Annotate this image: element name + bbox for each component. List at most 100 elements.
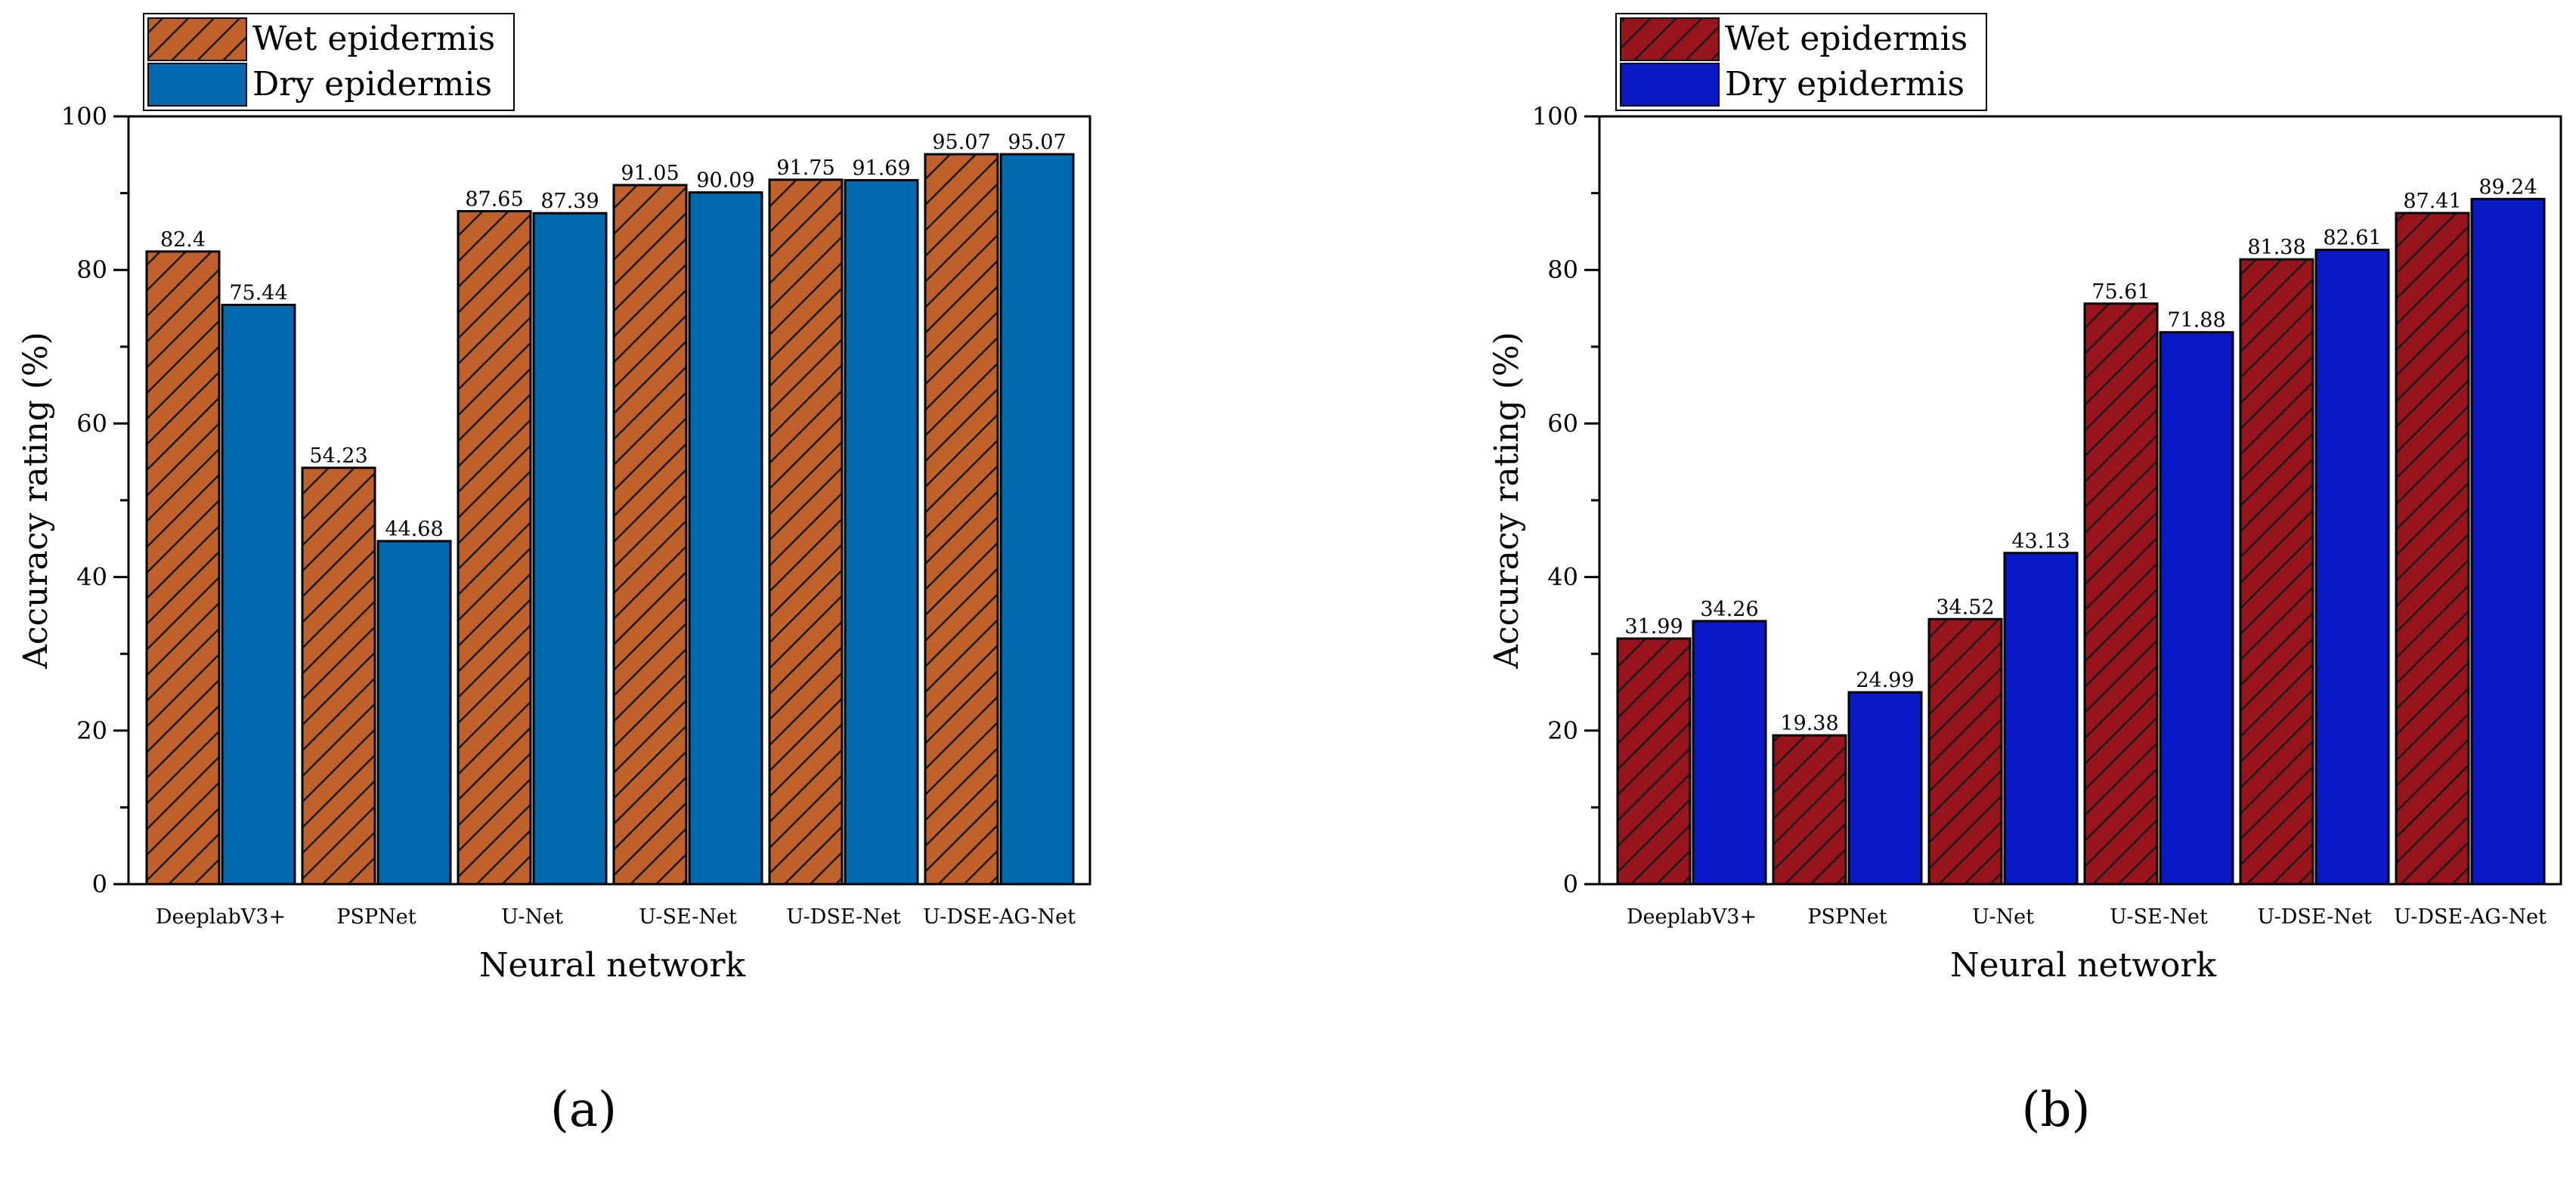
panel-a-category-label: U-DSE-Net <box>786 905 900 929</box>
panel-b-legend: Wet epidermis Dry epidermis <box>1615 13 1987 111</box>
panel-b-y-tick-label: 20 <box>1547 716 1578 745</box>
panel-a-y-axis-title: Accuracy rating (%) <box>17 332 55 670</box>
panel-b-category-label: U-DSE-AG-Net <box>2394 905 2547 929</box>
panel-b-value-label: 34.26 <box>1700 598 1758 621</box>
panel-b-y-tick-label: 60 <box>1547 409 1578 438</box>
panel-b-value-labels: 31.99 34.26 19.38 24.99 34.52 43.13 75.61 71.88… <box>1624 175 2537 735</box>
panel-b-bar-wet-3 <box>2083 302 2159 886</box>
panel-a-value-label: 91.75 <box>776 156 834 180</box>
panel-a-bar-dry-1 <box>376 540 452 886</box>
panel-b-value-label: 81.38 <box>2247 236 2305 259</box>
panel-a-value-label: 87.39 <box>540 190 599 213</box>
panel-a-y-tick-label: 0 <box>92 870 107 899</box>
panel-a-category-label: U-SE-Net <box>639 905 737 929</box>
panel-a-bar-wet-1 <box>301 466 376 886</box>
panel-b-label: (b) <box>2022 1082 2091 1138</box>
panel-b-bar-dry-2 <box>2003 552 2079 886</box>
panel-a-bar-wet-0 <box>145 250 221 886</box>
panel-b-value-label: 89.24 <box>2478 175 2537 199</box>
panel-a-category-label: DeeplabV3+ <box>156 905 286 929</box>
panel-a-bar-dry-3 <box>688 191 763 886</box>
panel-b-bar-wet-2 <box>1927 617 2003 886</box>
panel-b-category-label: PSPNet <box>1807 905 1887 929</box>
panel-b-value-label: 34.52 <box>1936 595 1994 619</box>
panel-a-value-label: 91.05 <box>621 162 679 185</box>
panel-a-bar-dry-4 <box>844 178 919 886</box>
panel-b-category-label: U-Net <box>1972 905 2034 929</box>
panel-a-legend-swatch-wet <box>147 17 247 61</box>
panel-a-bar-wet-2 <box>457 209 532 886</box>
panel-a-bar-wet-5 <box>924 153 999 886</box>
panel-a-value-label: 91.69 <box>852 156 910 180</box>
panel-a-value-label: 82.4 <box>160 228 206 252</box>
panel-a-bars <box>145 153 1075 886</box>
panel-b-bar-dry-3 <box>2159 331 2234 886</box>
panel-a-value-label: 54.23 <box>309 444 367 468</box>
panel-b-y-axis: 0 20 40 60 80 100 <box>1532 102 1599 899</box>
panel-a-value-labels: 82.4 75.44 54.23 44.68 87.65 87.39 91.05 90.09 9… <box>160 131 1067 541</box>
panel-b-bar-wet-4 <box>2239 258 2314 886</box>
panel-b-plot-frame <box>1598 115 2562 886</box>
panel-a-category-labels: DeeplabV3+ PSPNet U-Net U-SE-Net U-DSE-Net U-… <box>156 905 1076 929</box>
panel-b-legend-label-dry: Dry epidermis <box>1725 65 1965 104</box>
panel-b-value-label: 71.88 <box>2167 309 2225 332</box>
panel-b-x-axis-title: Neural network <box>1950 946 2216 985</box>
panel-a-bar-wet-3 <box>612 184 688 886</box>
panel-b-y-tick-label: 100 <box>1532 102 1578 131</box>
panel-b-value-label: 43.13 <box>2011 530 2070 553</box>
panel-b-y-tick-label: 0 <box>1563 870 1578 899</box>
panel-a-legend-label-wet: Wet epidermis <box>252 20 495 58</box>
panel-b-value-label: 82.61 <box>2323 227 2381 250</box>
panel-b-chart: 0 20 40 60 80 100 31.99 34.26 19.38 24.99 34.52 43… <box>1488 13 2562 1138</box>
panel-b-bar-dry-5 <box>2470 197 2546 886</box>
panel-b-bar-dry-4 <box>2314 249 2390 886</box>
panel-a-bar-wet-4 <box>768 178 844 886</box>
panel-a-legend-label-dry: Dry epidermis <box>252 65 492 104</box>
panel-b-legend-label-wet: Wet epidermis <box>1725 20 1968 58</box>
panel-a-x-axis-title: Neural network <box>479 946 745 985</box>
panel-a-y-tick-label: 80 <box>76 255 107 284</box>
panel-b-legend-swatch-dry <box>1620 63 1720 107</box>
panel-b-value-label: 75.61 <box>2091 280 2150 304</box>
panel-a-bar-dry-2 <box>532 212 608 886</box>
panel-b-value-label: 31.99 <box>1624 615 1683 639</box>
panel-a-value-label: 95.07 <box>1008 131 1066 154</box>
panel-a-chart: 0 20 40 60 80 100 82.4 75.44 54.23 44.68 87.65 87.… <box>17 13 1091 1138</box>
panel-b-bar-dry-1 <box>1847 691 1923 886</box>
panel-a-value-label: 90.09 <box>696 169 754 193</box>
panel-b-value-label: 19.38 <box>1780 712 1838 735</box>
panel-b-bar-wet-1 <box>1772 734 1847 886</box>
panel-a-y-tick-label: 100 <box>61 102 107 131</box>
panel-b-category-label: DeeplabV3+ <box>1627 905 1757 929</box>
panel-b-category-labels: DeeplabV3+ PSPNet U-Net U-SE-Net U-DSE-Net U-… <box>1627 905 2547 929</box>
panel-b-category-label: U-SE-Net <box>2110 905 2208 929</box>
panel-a-value-label: 95.07 <box>932 131 990 154</box>
panel-a-category-label: U-DSE-AG-Net <box>923 905 1076 929</box>
panel-a-y-tick-label: 60 <box>76 409 107 438</box>
panel-a-y-tick-label: 40 <box>76 563 107 592</box>
panel-b-y-tick-label: 80 <box>1547 255 1578 284</box>
panel-b-value-label: 87.41 <box>2403 190 2461 213</box>
panel-b-bar-wet-0 <box>1616 637 1692 886</box>
panel-a-plot-frame <box>127 115 1091 886</box>
panel-b-legend-swatch-wet <box>1620 17 1720 61</box>
panel-b-y-tick-label: 40 <box>1547 563 1578 592</box>
panel-a-bar-dry-5 <box>999 153 1075 886</box>
panel-a-y-tick-label: 20 <box>76 716 107 745</box>
panel-a-label: (a) <box>550 1082 617 1138</box>
panel-a-value-label: 75.44 <box>229 282 287 305</box>
panel-a-legend: Wet epidermis Dry epidermis <box>143 13 515 111</box>
panel-b-y-axis-title: Accuracy rating (%) <box>1488 332 1526 670</box>
panel-a-value-label: 44.68 <box>385 518 443 541</box>
panel-a-category-label: PSPNet <box>336 905 416 929</box>
panel-a-y-axis: 0 20 40 60 80 100 <box>61 102 128 899</box>
panel-a-value-label: 87.65 <box>465 187 523 211</box>
panel-a-bar-dry-0 <box>221 304 296 886</box>
panel-b-bars <box>1616 197 2546 886</box>
panel-b-bar-wet-5 <box>2395 212 2470 886</box>
panel-b-bar-dry-0 <box>1692 620 1767 886</box>
panel-a-legend-swatch-dry <box>147 63 247 107</box>
panel-b-value-label: 24.99 <box>1856 669 1914 692</box>
panel-b-category-label: U-DSE-Net <box>2257 905 2371 929</box>
